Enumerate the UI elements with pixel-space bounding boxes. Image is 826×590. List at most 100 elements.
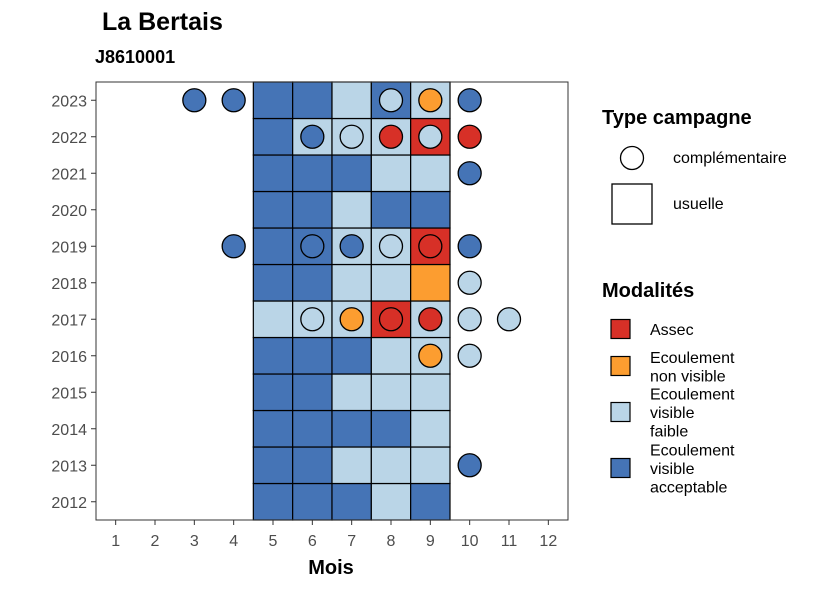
tile-2013-9 (410, 446, 451, 485)
tile-2018-6 (292, 263, 333, 302)
chart-title: La Bertais (102, 8, 223, 36)
tile-2018-5 (252, 263, 294, 302)
tile-2015-7 (331, 373, 372, 412)
tile-2020-8 (370, 190, 412, 229)
x-tick-label-7: 7 (347, 533, 356, 550)
tile-2022-5 (252, 117, 294, 156)
point-2019-9 (418, 234, 443, 259)
tile-2015-9 (410, 373, 451, 412)
tile-2016-5 (252, 336, 294, 375)
point-2022-9 (418, 124, 443, 149)
x-tick-label-10: 10 (461, 533, 479, 550)
y-tick-label-2021: 2021 (51, 166, 87, 183)
tile-2020-6 (292, 190, 333, 229)
tile-2021-6 (292, 154, 333, 193)
point-2016-9 (418, 343, 443, 368)
x-tick-label-8: 8 (387, 533, 396, 550)
tile-2013-7 (331, 446, 372, 485)
tile-2018-8 (370, 263, 412, 302)
x-tick-label-1: 1 (111, 533, 120, 550)
usuelle-tiles (252, 81, 451, 521)
point-2017-6 (300, 307, 325, 332)
x-axis-title: Mois (308, 557, 354, 579)
point-2023-9 (418, 88, 443, 113)
point-2016-10 (457, 343, 482, 368)
legend-label-compl-mentaire: complémentaire (673, 150, 787, 167)
legend-label-ecoulement-visible-faible: Ecoulement visible faible (650, 387, 735, 441)
legend-label-ecoulement-visible-acceptable: Ecoulement visible acceptable (650, 443, 735, 497)
tile-2023-6 (292, 81, 333, 120)
point-2019-4 (221, 234, 246, 259)
legend-key-compl-mentaire (619, 145, 645, 171)
legend-key-ecoulement-visible-acceptable (610, 457, 631, 479)
y-tick-label-2018: 2018 (51, 276, 87, 293)
tile-2015-5 (252, 373, 294, 412)
y-tick-label-2017: 2017 (51, 312, 87, 329)
point-2022-8 (378, 124, 404, 149)
x-tick-label-3: 3 (190, 533, 199, 550)
point-2023-3 (182, 88, 207, 113)
tile-2014-8 (370, 409, 412, 448)
tile-2014-7 (331, 409, 372, 448)
legend-key-assec (610, 318, 631, 340)
point-2017-9 (418, 307, 443, 332)
chart-subtitle: J8610001 (95, 47, 176, 67)
legend-key-ecoulement-visible-faible (610, 401, 631, 423)
tile-2021-7 (331, 154, 372, 193)
legend-key-usuelle (611, 183, 653, 225)
legend-type-campagne: Type campagne complémentaire usuelle (602, 107, 787, 225)
tile-2020-7 (331, 190, 372, 229)
tile-2014-6 (292, 409, 333, 448)
legend-label-ecoulement-non-visible: Ecoulement non visible (650, 350, 735, 386)
y-tick-label-2019: 2019 (51, 239, 87, 256)
tile-2020-5 (252, 190, 294, 229)
tile-2018-7 (331, 263, 372, 302)
tile-2012-6 (292, 482, 333, 521)
complementaire-points (182, 88, 522, 478)
point-2018-10 (457, 270, 482, 295)
x-tick-label-9: 9 (426, 533, 435, 550)
y-tick-label-2020: 2020 (51, 203, 87, 220)
tile-2014-9 (410, 409, 451, 448)
tile-2013-8 (370, 446, 412, 485)
x-tick-label-5: 5 (269, 533, 278, 550)
tile-2016-8 (370, 336, 412, 375)
tile-2013-5 (252, 446, 294, 485)
point-2021-10 (457, 161, 482, 186)
tile-2015-6 (292, 373, 333, 412)
point-2017-10 (457, 307, 482, 332)
point-2022-6 (300, 124, 325, 149)
point-2013-10 (457, 453, 482, 478)
y-tick-label-2014: 2014 (51, 422, 87, 439)
point-2019-10 (457, 234, 482, 259)
point-2017-11 (496, 307, 522, 332)
tile-2023-5 (252, 81, 294, 120)
legend-label-assec: Assec (650, 322, 694, 339)
point-2019-7 (339, 234, 364, 259)
tile-2017-5 (252, 300, 294, 339)
x-tick-label-2: 2 (151, 533, 160, 550)
y-tick-label-2012: 2012 (51, 495, 87, 512)
tile-2012-8 (370, 482, 412, 521)
tile-2019-5 (252, 227, 294, 266)
point-2023-4 (221, 88, 246, 113)
point-2019-6 (300, 234, 325, 259)
y-tick-label-2016: 2016 (51, 349, 87, 366)
point-2019-8 (378, 234, 404, 259)
tile-2012-7 (331, 482, 372, 521)
point-2017-8 (378, 307, 404, 332)
tile-2016-7 (331, 336, 372, 375)
tile-2021-8 (370, 154, 412, 193)
y-tick-label-2015: 2015 (51, 385, 87, 402)
panel-border (95, 81, 569, 521)
point-2017-7 (339, 307, 364, 332)
tile-2023-7 (331, 81, 372, 120)
tile-2014-5 (252, 409, 294, 448)
tile-2021-5 (252, 154, 294, 193)
legend-label-usuelle: usuelle (673, 196, 724, 213)
point-2022-10 (457, 124, 482, 149)
point-2022-7 (339, 124, 364, 149)
tile-2012-9 (410, 482, 451, 521)
tile-2015-8 (370, 373, 412, 412)
